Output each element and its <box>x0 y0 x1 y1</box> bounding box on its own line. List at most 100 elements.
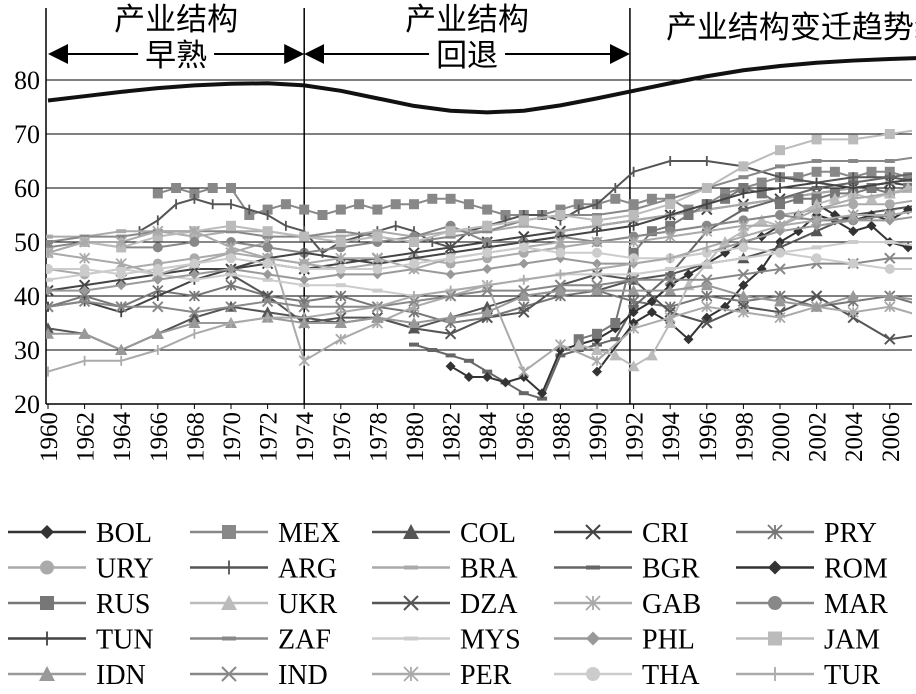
legend-item-rom: ROM <box>736 554 888 585</box>
data-point <box>482 237 493 247</box>
legend-label: PHL <box>642 625 695 656</box>
data-point <box>409 258 419 269</box>
data-point <box>774 295 786 307</box>
data-point <box>335 264 346 274</box>
data-point <box>445 361 456 372</box>
data-point <box>701 274 713 286</box>
legend-label: MAR <box>824 589 888 620</box>
data-point <box>591 355 603 367</box>
data-point <box>537 388 548 399</box>
data-point <box>592 215 602 226</box>
data-point <box>829 166 840 177</box>
data-point <box>40 596 54 610</box>
data-point <box>151 327 164 339</box>
series-line <box>138 160 912 255</box>
annotation-bg <box>114 2 239 38</box>
data-point <box>335 290 347 302</box>
data-point <box>335 204 346 215</box>
data-point <box>115 236 127 248</box>
data-point <box>152 274 163 285</box>
data-point <box>78 327 91 339</box>
data-point <box>222 525 236 539</box>
data-point <box>572 338 585 350</box>
data-point <box>152 301 164 313</box>
data-point <box>866 166 877 177</box>
data-point <box>811 253 822 264</box>
series-line <box>230 273 912 341</box>
data-point <box>756 188 767 199</box>
data-point <box>664 230 676 243</box>
data-point <box>738 242 749 253</box>
data-point <box>646 226 657 237</box>
data-point <box>403 524 419 539</box>
legend-label: URY <box>96 554 154 585</box>
data-point <box>554 236 567 248</box>
legend-label: RUS <box>96 589 150 620</box>
data-point <box>628 307 639 318</box>
data-point <box>40 560 54 575</box>
data-point <box>592 258 602 269</box>
data-point <box>554 284 567 296</box>
x-tick-label: 1968 <box>182 412 209 462</box>
legend-label: TUR <box>824 660 880 691</box>
data-point <box>408 317 420 328</box>
data-point <box>427 193 438 204</box>
data-point <box>664 311 676 324</box>
series-tha <box>46 242 912 280</box>
data-point <box>261 295 274 308</box>
data-point <box>775 199 785 210</box>
data-point <box>335 333 347 345</box>
data-point <box>79 285 90 296</box>
legend-item-bgr: BGR <box>554 554 700 585</box>
data-point <box>848 258 859 269</box>
data-point <box>372 204 383 215</box>
y-tick-label: 30 <box>14 336 40 365</box>
x-tick-label: 2000 <box>768 412 795 462</box>
data-point <box>518 258 529 269</box>
legend: BOL MEX COL CRI PRY URY ARG BRA BGR ROM RUS UKR DZA G… <box>8 518 888 691</box>
series-group <box>46 129 912 401</box>
legend-item-col: COL <box>372 518 516 549</box>
legend-label: ZAF <box>278 625 331 656</box>
data-point <box>116 269 127 280</box>
data-point <box>372 231 383 242</box>
data-point <box>555 253 566 264</box>
legend-item-ury: URY <box>8 554 154 585</box>
data-point <box>409 199 419 210</box>
data-point <box>518 215 529 226</box>
data-point <box>152 188 163 199</box>
data-point <box>518 284 530 297</box>
legend-label: TUN <box>96 625 154 656</box>
data-point <box>116 280 127 291</box>
data-point <box>78 295 91 308</box>
y-tick-label: 80 <box>14 66 40 95</box>
data-point <box>46 247 54 259</box>
data-point <box>811 134 822 145</box>
data-point <box>445 269 456 280</box>
data-point <box>646 307 657 318</box>
data-point <box>262 269 273 280</box>
data-point <box>683 210 694 220</box>
x-tick-label: 1996 <box>695 412 722 462</box>
data-point <box>683 269 694 280</box>
data-point <box>188 317 201 328</box>
legend-item-rus: RUS <box>8 589 150 620</box>
data-point <box>152 264 163 274</box>
data-point <box>262 226 273 237</box>
series-line <box>47 189 912 373</box>
legend-item-ind: IND <box>190 660 328 691</box>
data-point <box>371 311 384 323</box>
data-point <box>627 322 640 335</box>
legend-item-tun: TUN <box>8 625 154 656</box>
data-point <box>701 290 713 302</box>
legend-item-dza: DZA <box>372 589 518 620</box>
data-point <box>866 183 877 193</box>
data-point <box>828 192 841 204</box>
legend-label: MYS <box>460 625 521 656</box>
data-point <box>555 247 566 258</box>
legend-label: BGR <box>642 554 700 585</box>
data-point <box>738 183 749 193</box>
legend-label: CRI <box>642 518 689 549</box>
legend-item-mar: MAR <box>736 589 888 620</box>
data-point <box>586 667 600 681</box>
